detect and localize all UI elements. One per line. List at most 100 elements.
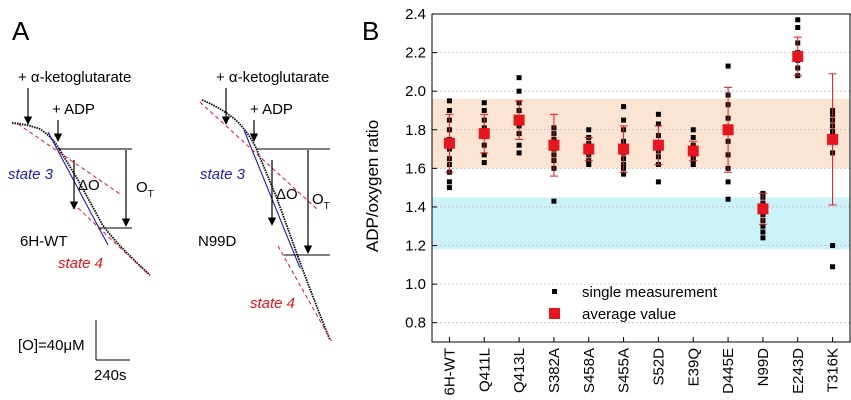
y-tick-label: 1.6 (405, 160, 426, 177)
highlight-band-0 (432, 98, 850, 169)
single-measurement-point (516, 88, 522, 94)
panel-a: A + α-ketoglutarate + ADP state 3 ΔO OT … (8, 16, 333, 384)
legend-marker-average (549, 308, 560, 319)
oxygen-trace-right (201, 99, 331, 341)
average-marker (792, 50, 804, 62)
x-tick-label: E243D (790, 348, 807, 394)
single-measurement-point (760, 223, 766, 229)
single-measurement-point (516, 75, 522, 81)
panel-b-label: B (362, 16, 379, 46)
y-tick-label: 2.4 (405, 6, 426, 23)
single-measurement-point (795, 17, 801, 23)
y-axis-ticks: 0.8 1.0 1.2 1.4 1.6 1.8 2.0 2.2 2.4 (405, 6, 437, 332)
single-measurement-point (690, 134, 696, 140)
single-measurement-point (725, 196, 731, 202)
single-measurement-point (481, 152, 487, 158)
x-tick-label: S455A (616, 348, 633, 393)
average-marker (548, 139, 560, 151)
single-measurement-point (586, 127, 592, 133)
x-axis-ticks: 6H-WT Q411L Q413L S382A S458A S455A S52D E39Q D4… (441, 337, 842, 396)
single-measurement-point (481, 160, 487, 166)
single-measurement-point (725, 63, 731, 69)
substrate-label-right: + α-ketoglutarate (216, 69, 329, 86)
adp-label-right: + ADP (250, 101, 293, 118)
sample-label-right: N99D (198, 233, 237, 250)
trace-group-left: + α-ketoglutarate + ADP state 3 ΔO OT 6H… (8, 69, 154, 277)
scale-bar: [O]=40μM 240s (18, 320, 130, 384)
y-tick-label: 1.0 (405, 276, 426, 293)
single-measurement-point (725, 179, 731, 185)
oxygen-trace-left (11, 122, 151, 276)
x-tick-label: T316K (825, 348, 842, 392)
sample-label-left: 6H-WT (20, 233, 68, 250)
y-tick-label: 1.4 (405, 199, 426, 216)
average-marker (757, 203, 769, 215)
state4-fit-line-right-2 (277, 245, 333, 343)
y-axis-title: ADP/oxygen ratio (363, 120, 382, 252)
state4-label-left: state 4 (58, 255, 103, 272)
adp-label-left: + ADP (52, 101, 95, 118)
legend-marker-single (552, 289, 557, 294)
y-tick-label: 1.2 (405, 238, 426, 255)
state3-label-right: state 3 (200, 166, 246, 183)
ot-label-right: OT (312, 191, 330, 212)
average-marker (687, 145, 699, 157)
single-measurement-point (516, 150, 522, 156)
single-measurement-point (446, 185, 452, 191)
state3-label-left: state 3 (8, 166, 54, 183)
delta-o-label-right: ΔO (276, 186, 298, 203)
state3-fit-line-left (47, 131, 109, 246)
single-measurement-point (516, 142, 522, 148)
legend: single measurement average value (549, 284, 718, 323)
state4-fit-line-left-2 (77, 207, 151, 277)
single-measurement-point (690, 127, 696, 133)
legend-label-single: single measurement (582, 284, 718, 301)
average-marker (722, 124, 734, 136)
single-measurement-point (760, 229, 766, 235)
single-measurement-point (446, 179, 452, 185)
average-marker (827, 133, 839, 145)
single-measurement-point (621, 117, 627, 123)
x-tick-label: N99D (755, 348, 772, 387)
x-tick-label: Q411L (476, 348, 493, 392)
x-tick-label: E39Q (685, 348, 702, 386)
single-measurement-point (655, 121, 661, 127)
single-measurement-point (446, 107, 452, 113)
plot-frame (431, 13, 851, 343)
panel-b: B ADP/oxygen ratio 0.8 1.0 1.2 1.4 1.6 1.8 2.0… (362, 6, 851, 396)
average-marker (618, 143, 630, 155)
highlight-bands (432, 98, 850, 250)
single-measurement-point (760, 235, 766, 241)
average-marker (513, 114, 525, 126)
x-tick-label: D445E (720, 348, 737, 394)
state4-fit-line-left (17, 123, 121, 195)
single-measurement-point (481, 100, 487, 106)
single-measurement-point (481, 107, 487, 113)
single-measurement-point (621, 171, 627, 177)
x-tick-label: 6H-WT (441, 348, 458, 396)
legend-label-average: average value (582, 306, 676, 323)
scale-o-label: [O]=40μM (18, 337, 85, 354)
average-marker (478, 128, 490, 140)
average-marker (652, 139, 664, 151)
single-measurement-point (551, 198, 557, 204)
x-tick-label: S382A (546, 348, 563, 393)
single-measurement-point (830, 264, 836, 270)
ot-label-left: OT (136, 179, 154, 200)
y-tick-label: 0.8 (405, 315, 426, 332)
y-tick-label: 2.2 (405, 45, 426, 62)
highlight-band-1 (432, 197, 850, 250)
x-tick-label: Q413L (511, 348, 528, 393)
x-tick-label: S458A (581, 348, 598, 393)
average-marker (443, 137, 455, 149)
x-tick-label: S52D (650, 348, 667, 386)
scale-t-label: 240s (94, 367, 127, 384)
y-tick-label: 1.8 (405, 122, 426, 139)
single-measurement-point (446, 98, 452, 104)
y-tick-label: 2.0 (405, 83, 426, 100)
average-marker (583, 143, 595, 155)
trace-group-right: + α-ketoglutarate + ADP state 3 ΔO OT N9… (198, 69, 333, 343)
single-measurement-point (795, 25, 801, 31)
single-measurement-point (690, 161, 696, 167)
mean-markers (443, 36, 839, 225)
